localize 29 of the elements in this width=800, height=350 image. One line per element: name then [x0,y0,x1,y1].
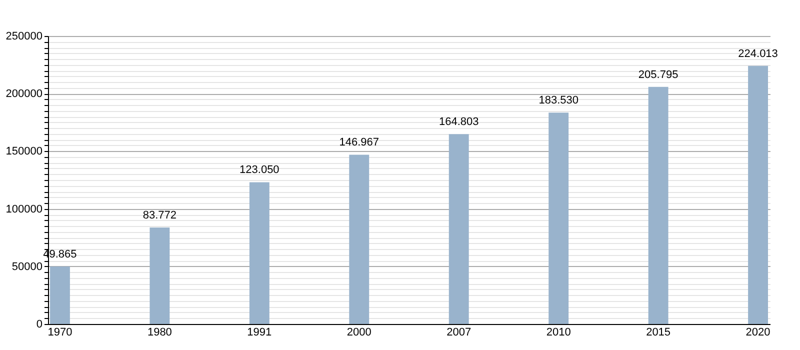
bar [150,227,170,324]
x-tick-label: 2010 [546,326,571,338]
data-label: 183.530 [538,94,578,107]
y-tick-label: 50000 [12,260,42,273]
x-tick-label: 2007 [446,326,472,338]
y-tick-label: 150000 [6,146,42,158]
x-tick-label: 2000 [346,326,372,338]
y-tick-label: 200000 [6,88,42,100]
data-label: 83.772 [142,209,177,222]
data-label: 164.803 [438,116,479,128]
y-tick-label: 0 [36,318,42,330]
x-tick-label: 2020 [746,326,770,338]
x-tick-label: 2015 [646,326,671,338]
bar [349,154,370,324]
x-tick-label: 1970 [48,326,72,338]
bar [748,66,768,324]
y-tick-label: 100000 [6,203,42,216]
x-tick-label: 1980 [147,326,172,338]
data-label: 224.013 [738,48,778,60]
y-tick-label: 250000 [6,30,42,42]
bar [249,182,270,324]
bar [448,134,469,324]
bar [648,86,668,324]
data-label: 205.795 [638,68,678,81]
data-label: 146.967 [339,136,380,149]
bar [548,112,569,324]
bar [50,266,70,324]
x-tick-label: 1991 [247,326,272,338]
data-label: 123.050 [240,164,280,176]
